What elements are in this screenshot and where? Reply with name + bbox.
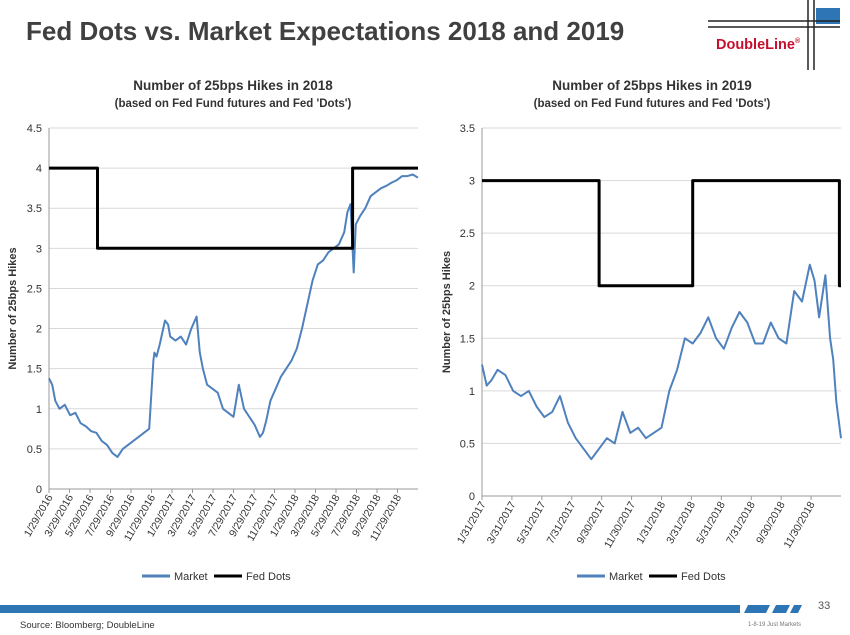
legend-market-label: Market	[174, 571, 208, 583]
y-axis-label: Number of 25bps Hikes	[7, 247, 19, 369]
x-tick-label: 9/30/2017	[575, 499, 609, 546]
fed-dots-line	[482, 179, 841, 288]
y-tick-label: 0	[36, 484, 42, 496]
footer-slash-3	[790, 605, 802, 613]
y-tick-label: 2	[469, 281, 475, 293]
chart-subtitle: (based on Fed Fund futures and Fed 'Dots…	[115, 98, 352, 110]
logo-blue-square	[816, 8, 840, 24]
y-axis-label: Number of 25bps Hikes	[441, 251, 453, 373]
page-number: 33	[818, 600, 831, 612]
y-tick-label: 1.5	[27, 364, 42, 376]
chart-2019: Number of 25bps Hikes in 2019 (based on F…	[441, 78, 842, 583]
y-tick-label: 1	[36, 404, 42, 416]
chart-subtitle: (based on Fed Fund futures and Fed 'Dots…	[534, 98, 771, 110]
y-tick-label: 2.5	[27, 283, 42, 295]
footer-stripe	[0, 605, 740, 613]
y-tick-label: 0.5	[27, 444, 42, 456]
footer-tag: 1-8-19 Just Markets	[748, 622, 802, 628]
x-tick-label: 9/30/2018	[754, 499, 788, 546]
legend-fed-dots-label: Fed Dots	[681, 571, 726, 583]
market-line	[48, 173, 419, 458]
y-tick-label: 3.5	[27, 203, 42, 215]
chart-title: Number of 25bps Hikes in 2019	[552, 78, 752, 93]
x-tick-label: 3/31/2017	[485, 499, 519, 546]
x-tick-label: 1/31/2018	[634, 499, 668, 546]
footer-slash-2	[772, 605, 790, 613]
source-note: Source: Bloomberg; DoubleLine	[20, 620, 155, 631]
chart-title: Number of 25bps Hikes in 2018	[133, 78, 333, 93]
y-tick-label: 2.5	[460, 228, 475, 240]
x-tick-label: 5/31/2017	[515, 499, 549, 546]
x-tick-label: 7/31/2017	[545, 499, 579, 546]
x-tick-label: 5/31/2018	[694, 499, 728, 546]
x-tick-label: 1/31/2017	[455, 499, 489, 546]
footer-slash-1	[744, 605, 770, 613]
x-tick-label: 7/31/2018	[724, 499, 758, 546]
y-tick-label: 0.5	[460, 438, 475, 450]
footer-bar	[0, 605, 802, 613]
doubleline-logo: DoubleLine®	[706, 0, 842, 70]
y-tick-label: 3	[469, 176, 475, 188]
fed-dots-line	[49, 166, 418, 250]
logo-graphic	[708, 0, 840, 70]
page-title: Fed Dots vs. Market Expectations 2018 an…	[26, 16, 625, 46]
y-tick-label: 0	[469, 491, 475, 503]
x-tick-label: 3/31/2018	[664, 499, 698, 546]
y-tick-label: 3	[36, 243, 42, 255]
y-tick-label: 1.5	[460, 333, 475, 345]
y-tick-label: 3.5	[460, 123, 475, 135]
y-tick-label: 1	[469, 386, 475, 398]
y-tick-label: 2	[36, 324, 42, 336]
chart-2018: Number of 25bps Hikes in 2018 (based on F…	[7, 78, 419, 583]
y-tick-label: 4.5	[27, 123, 42, 135]
legend-market-label: Market	[609, 571, 643, 583]
market-line	[481, 263, 842, 461]
legend-fed-dots-label: Fed Dots	[246, 571, 291, 583]
y-tick-label: 4	[36, 163, 42, 175]
logo-text: DoubleLine®	[716, 37, 801, 53]
